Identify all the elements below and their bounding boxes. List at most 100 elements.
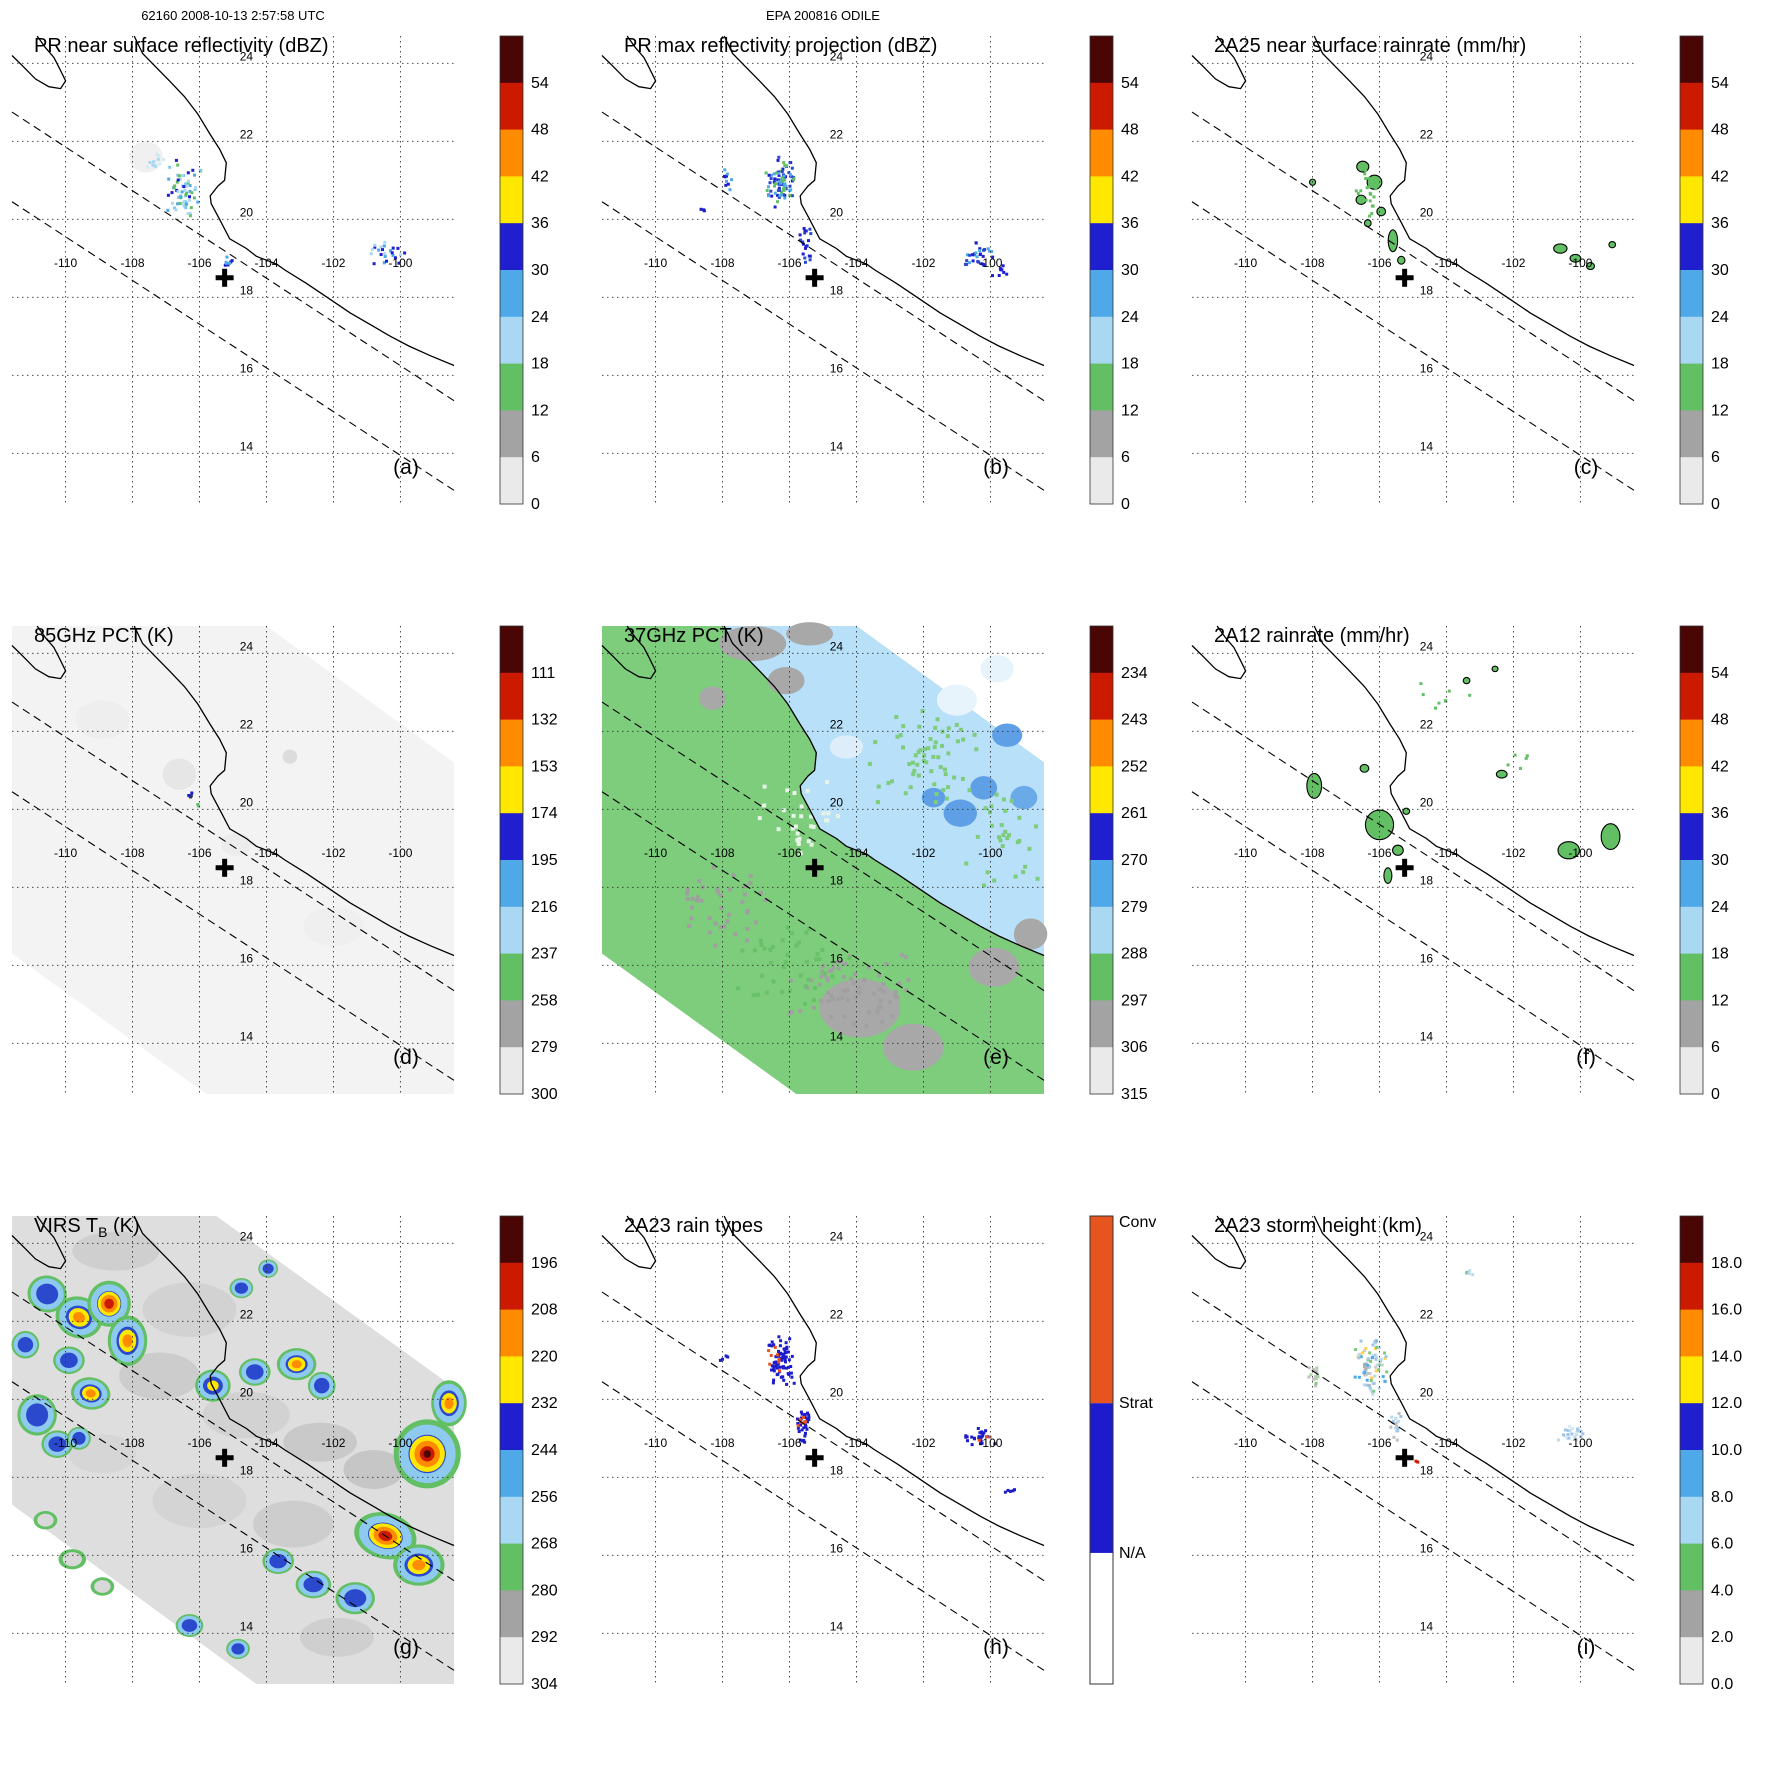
speckle-clusters [718, 1335, 1016, 1494]
coastline-mainland [723, 625, 1045, 957]
latitude-label: 22 [1420, 717, 1434, 731]
storm-center-marker [1395, 268, 1414, 287]
graticule [1192, 36, 1634, 504]
speckle-clusters [1354, 168, 1378, 218]
latitude-label: 18 [240, 283, 254, 297]
longitude-label: -110 [644, 846, 667, 860]
longitude-label: -108 [121, 256, 145, 270]
colorbar-tick-label: 153 [531, 758, 558, 775]
coastline-baja [11, 1215, 67, 1270]
latitude-label: 16 [240, 951, 254, 965]
longitude-label: -106 [777, 846, 801, 860]
latitude-label: 22 [1420, 127, 1434, 141]
coastline-baja [1191, 35, 1247, 90]
panel-h-title: 2A23 rain types [624, 1215, 763, 1237]
longitude-label: -100 [1568, 256, 1592, 270]
colorbar-tick-label: 18.0 [1711, 1255, 1742, 1272]
colorbar-tick-label: 268 [531, 1536, 558, 1553]
panel-a: -110 -108 -106 -104 -102 -100 14 16 18 20 22 24 PR n… [0, 0, 590, 590]
panel-g-map: -110 -108 -106 -104 -102 -100 14 16 18 20 22 24 VIRS… [11, 1215, 558, 1693]
longitude-label: -106 [187, 256, 211, 270]
longitude-label: -104 [844, 846, 868, 860]
graticule [12, 36, 454, 504]
latitude-label: 20 [1420, 205, 1434, 219]
colorbar-tick-label: 174 [531, 805, 558, 822]
colorbar-tick-label: 24 [1711, 309, 1729, 326]
panel-c-map: -110 -108 -106 -104 -102 -1001416182022242A25… [1191, 35, 1729, 513]
pr-swath-edge-lines [11, 701, 455, 1081]
longitude-label: -110 [54, 256, 77, 270]
colorbar-label-conv: Conv [1119, 1214, 1156, 1231]
colorbar-tick-label: 243 [1121, 712, 1148, 729]
panel-g: -110 -108 -106 -104 -102 -100 14 16 18 20 22 24 VIRS… [0, 1180, 590, 1770]
colorbar-tick-label: 36 [1121, 215, 1139, 232]
latitude-label: 14 [240, 439, 254, 453]
panel-b-letter: (b) [983, 456, 1009, 479]
latitude-label: 20 [830, 795, 844, 809]
longitude-label: -108 [1301, 256, 1325, 270]
colorbar-tick-label: 36 [531, 215, 549, 232]
latitude-label: 16 [1420, 951, 1434, 965]
longitude-label: -102 [321, 1436, 345, 1450]
panel-i-title: 2A23 storm height (km) [1214, 1215, 1422, 1237]
colorbar-tick-label: 54 [531, 75, 549, 92]
longitude-label: -100 [1568, 846, 1592, 860]
data-blobs [699, 622, 1048, 1071]
longitude-label: -102 [1501, 256, 1525, 270]
latitude-label: 20 [830, 1385, 844, 1399]
colorbar-tick-label: 12.0 [1711, 1395, 1742, 1412]
colorbar-tick-label: 18 [531, 356, 549, 373]
pr-swath-edge-lines [601, 1291, 1045, 1671]
panel-c-title: 2A25 near surface rainrate (mm/hr) [1214, 35, 1526, 57]
coastline-baja [601, 1215, 657, 1270]
longitude-label: -102 [1501, 1436, 1525, 1450]
colorbar-tick-label: 237 [531, 946, 558, 963]
latitude-label: 24 [1420, 49, 1434, 63]
panel-d: -110 -108 -106 -104 -102 -100 14 16 18 20 22 24 85GH… [0, 590, 590, 1180]
longitude-label: -104 [844, 256, 868, 270]
colorbar-tick-label: 288 [1121, 946, 1148, 963]
coastline-mainland [133, 625, 455, 957]
colorbar-tick-label: 12 [1121, 402, 1139, 419]
colorbar-tick-label: 244 [531, 1442, 558, 1459]
panel-b: -110 -108 -106 -104 -102 -100 14 16 18 20 22 24 PR m… [590, 0, 1180, 590]
panel-e-map: -110 -108 -106 -104 -102 -100 14 16 18 20 22 24 37GH… [601, 622, 1148, 1103]
longitude-label: -104 [1434, 1436, 1458, 1450]
longitude-label: -106 [1367, 1436, 1391, 1450]
longitude-label: -102 [911, 1436, 935, 1450]
panel-i: -110 -108 -106 -104 -102 -100 14 16 18 20 22 24 2A23… [1180, 1180, 1770, 1770]
colorbar-tick-label: 297 [1121, 992, 1148, 1009]
longitude-label: -100 [388, 846, 412, 860]
panel-e-title: 37GHz PCT (K) [624, 625, 764, 647]
latitude-label: 20 [240, 205, 254, 219]
longitude-label: -108 [711, 256, 735, 270]
longitude-label: -104 [254, 846, 278, 860]
longitude-label: -108 [711, 846, 735, 860]
longitude-label: -100 [978, 256, 1002, 270]
colorbar-d: 111 132 153 174 195 216 237 258 279 300 [499, 625, 558, 1103]
panel-g-title: VIRS TB (K) [34, 1215, 140, 1240]
colorbar-tick-label: 6 [1711, 1039, 1720, 1056]
latitude-label: 18 [830, 873, 844, 887]
graticule [602, 1216, 1044, 1684]
panel-f-letter: (f) [1576, 1046, 1596, 1069]
panel-i-map: -110 -108 -106 -104 -102 -100 14 16 18 20 22 242A23… [1191, 1215, 1742, 1693]
longitude-label: -108 [121, 1436, 145, 1450]
longitude-label: -100 [1568, 1436, 1592, 1450]
colorbar-tick-label: 6.0 [1711, 1536, 1733, 1553]
latitude-label: 14 [1420, 1619, 1434, 1633]
panel-e: -110 -108 -106 -104 -102 -100 14 16 18 20 22 24 37GH… [590, 590, 1180, 1180]
latitude-label: 22 [830, 127, 844, 141]
pr-swath-edge-lines [601, 111, 1045, 491]
colorbar-tick-label: 111 [531, 665, 555, 682]
panel-h: -110 -108 -106 -104 -102 -100 14 16 18 20 22 24 2A23… [590, 1180, 1180, 1770]
colorbar-tick-label: 234 [1121, 665, 1148, 682]
longitude-label: -102 [911, 846, 935, 860]
longitude-label: -110 [1234, 1436, 1257, 1450]
colorbar-tick-label: 280 [531, 1582, 558, 1599]
colorbar-tick-label: 42 [1711, 168, 1729, 185]
latitude-label: 16 [240, 361, 254, 375]
longitude-label: -110 [54, 1436, 77, 1450]
longitude-label: -100 [978, 846, 1002, 860]
